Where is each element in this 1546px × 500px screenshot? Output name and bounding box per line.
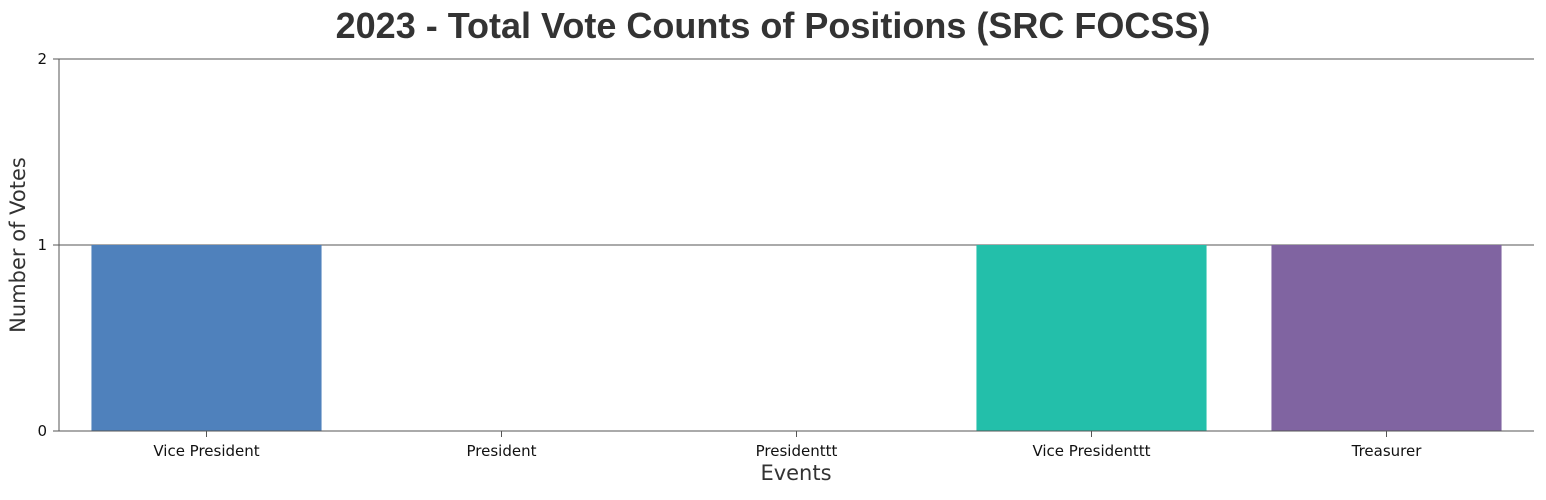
bar[interactable]	[91, 245, 322, 431]
x-tick-labels: Vice President President Presidenttt Vice P…	[153, 442, 1422, 460]
bar[interactable]	[976, 245, 1207, 431]
y-tick-labels: 0 1 2	[37, 50, 47, 440]
bars	[91, 245, 1502, 431]
x-tick-label: Vice Presidenttt	[1032, 442, 1150, 460]
y-tick-label: 2	[37, 50, 47, 68]
x-tick-label: Treasurer	[1351, 442, 1423, 460]
x-tick-label: Vice President	[153, 442, 259, 460]
gridlines	[59, 58, 1534, 246]
x-axis-title: Events	[760, 461, 831, 485]
y-axis-title: Number of Votes	[6, 157, 30, 333]
x-tick-label: President	[467, 442, 537, 460]
chart-title: 2023 - Total Vote Counts of Positions (S…	[336, 5, 1211, 46]
y-tick-label: 0	[37, 422, 47, 440]
bar[interactable]	[1271, 245, 1502, 431]
y-tick-label: 1	[37, 236, 47, 254]
x-tick-label: Presidenttt	[756, 442, 838, 460]
axes	[53, 58, 1534, 437]
